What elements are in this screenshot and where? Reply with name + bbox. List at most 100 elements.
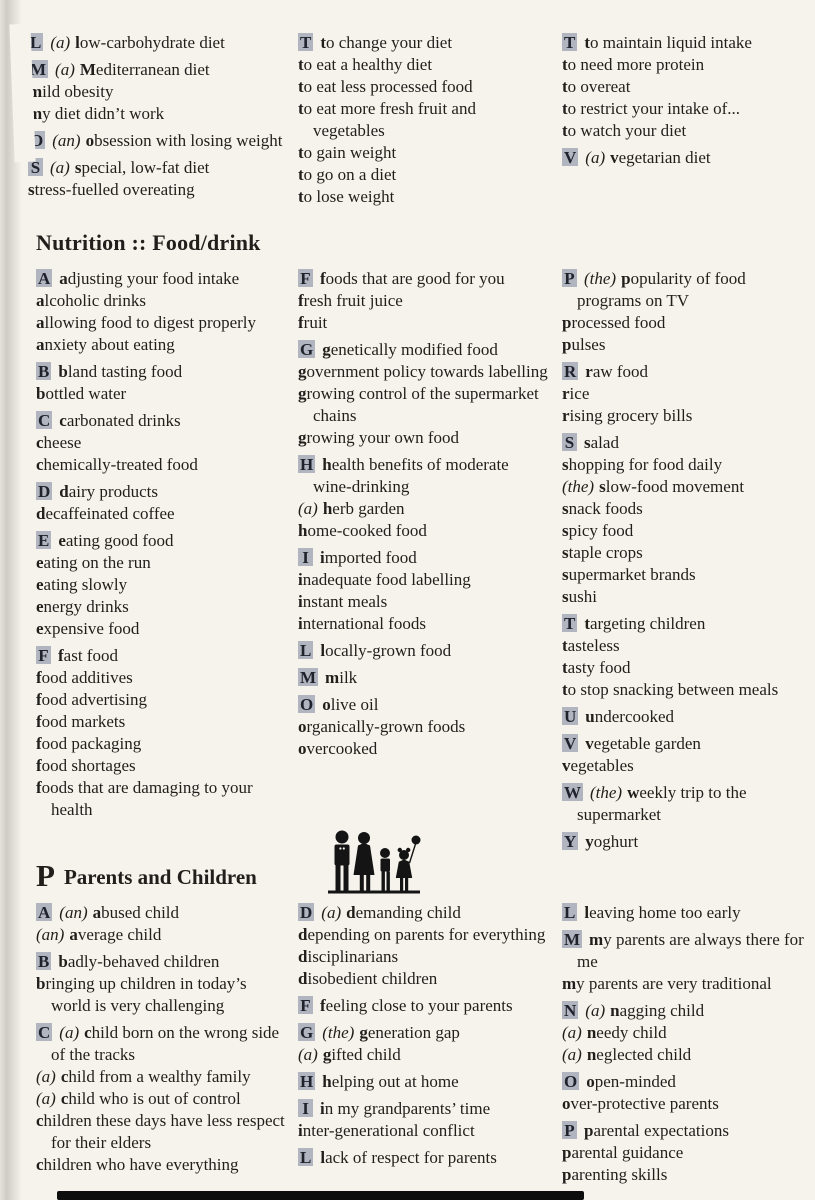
vocab-entry: to eat more fresh fruit and vegetables — [298, 98, 548, 142]
index-letter: F — [298, 996, 313, 1014]
vocab-entry: international foods — [298, 613, 548, 635]
vocab-entry: to eat a healthy diet — [298, 54, 548, 76]
index-letter: S — [562, 433, 577, 451]
term-text: inadequate food labelling — [298, 570, 471, 589]
term-text: to eat less processed food — [298, 77, 473, 96]
term-text: parental expectations — [584, 1121, 729, 1140]
term-text: expensive food — [36, 619, 140, 638]
index-letter: T — [562, 614, 578, 633]
index-letter: V — [562, 148, 579, 167]
term-text: government policy towards labelling — [298, 362, 548, 381]
vocab-entry: growing your own food — [298, 427, 548, 449]
term-text: health benefits of moderate wine-drinkin… — [313, 455, 509, 496]
term-text: neglected child — [586, 1045, 692, 1064]
vocab-entry: foods that are damaging to your health — [36, 777, 290, 821]
term-text: mild obesity — [28, 82, 114, 101]
term-text: food additives — [36, 668, 133, 687]
vocab-entry: food markets — [36, 711, 290, 733]
index-letter: M — [298, 668, 319, 687]
term-text: rice — [562, 384, 590, 403]
article: (a) — [562, 1023, 582, 1042]
vocab-entry: alcoholic drinks — [36, 290, 290, 312]
vocab-entry: to lose weight — [298, 186, 548, 208]
term-text: targeting children — [584, 614, 706, 633]
term-text: growing your own food — [298, 428, 460, 447]
vocab-entry: (a) needy child — [562, 1022, 814, 1044]
vocab-entry: anxiety about eating — [36, 334, 290, 356]
term-text: to watch your diet — [562, 121, 687, 140]
vocab-entry: O (an) obsession with losing weight — [28, 130, 290, 152]
vocab-entry: parenting skills — [562, 1164, 814, 1186]
vocab-entry: inadequate food labelling — [298, 569, 548, 591]
term-text: bottled water — [36, 384, 127, 403]
vocab-entry: depending on parents for everything — [298, 924, 550, 946]
vocab-entry: mild obesity — [28, 81, 290, 103]
term-text: overcooked — [298, 739, 378, 758]
vocab-entry: tasty food — [562, 657, 814, 679]
vocab-entry: (a) gifted child — [298, 1044, 550, 1066]
index-letter: P — [562, 269, 577, 287]
term-text: international foods — [298, 614, 426, 633]
vocab-entry: rising grocery bills — [562, 405, 814, 427]
term-text: imported food — [320, 548, 417, 567]
vocab-entry: supermarket brands — [562, 564, 814, 586]
term-text: feeling close to your parents — [320, 996, 513, 1015]
vocab-entry: chemically-treated food — [36, 454, 290, 476]
article: (a) — [36, 1089, 56, 1108]
vocab-entry: to restrict your intake of... — [562, 98, 812, 120]
term-text: vegetables — [562, 756, 634, 775]
vocab-entry: (a) child from a wealthy family — [36, 1066, 290, 1088]
vocab-entry: (an) average child — [36, 924, 290, 946]
section-title-nutrition-food-drink: Nutrition :: Food/drink — [36, 230, 261, 255]
term-text: milk — [325, 668, 358, 687]
index-letter: S — [28, 158, 43, 176]
article: (the) — [562, 477, 595, 496]
vocab-entry: my diet didn’t work — [28, 103, 290, 125]
article: (an) — [36, 925, 65, 944]
vocab-entry: inter-generational conflict — [298, 1120, 550, 1142]
term-text: dairy products — [59, 482, 158, 501]
article: (the) — [590, 783, 623, 802]
term-text: energy drinks — [36, 597, 129, 616]
term-text: locally-grown food — [320, 641, 452, 660]
term-text: children these days have less respect fo… — [36, 1111, 285, 1152]
index-letter: M — [28, 60, 49, 79]
term-text: carbonated drinks — [59, 411, 181, 430]
term-text: staple crops — [562, 543, 643, 562]
index-letter: O — [298, 695, 316, 714]
vocab-entry: S (a) special, low-fat diet — [28, 157, 290, 179]
index-letter: C — [36, 1023, 53, 1042]
term-text: needy child — [586, 1023, 667, 1042]
term-text: weekly trip to the supermarket — [577, 783, 747, 824]
index-letter: P — [562, 1121, 577, 1139]
article: (the) — [322, 1023, 355, 1042]
vocab-entry: staple crops — [562, 542, 814, 564]
article: (a) — [50, 158, 70, 177]
vocab-entry: food additives — [36, 667, 290, 689]
index-letter: U — [562, 707, 579, 726]
index-letter: G — [298, 340, 316, 359]
term-text: to restrict your intake of... — [562, 99, 740, 118]
term-text: undercooked — [585, 707, 675, 726]
vocab-entry: home-cooked food — [298, 520, 548, 542]
vocab-entry: tasteless — [562, 635, 814, 657]
vocab-entry: fruit — [298, 312, 548, 334]
term-text: to gain weight — [298, 143, 397, 162]
section-index-letter: P — [36, 858, 55, 893]
vocab-entry: bringing up children in today’s world is… — [36, 973, 290, 1017]
article: (an) — [52, 131, 81, 150]
term-text: eating slowly — [36, 575, 128, 594]
index-letter: F — [298, 269, 313, 287]
